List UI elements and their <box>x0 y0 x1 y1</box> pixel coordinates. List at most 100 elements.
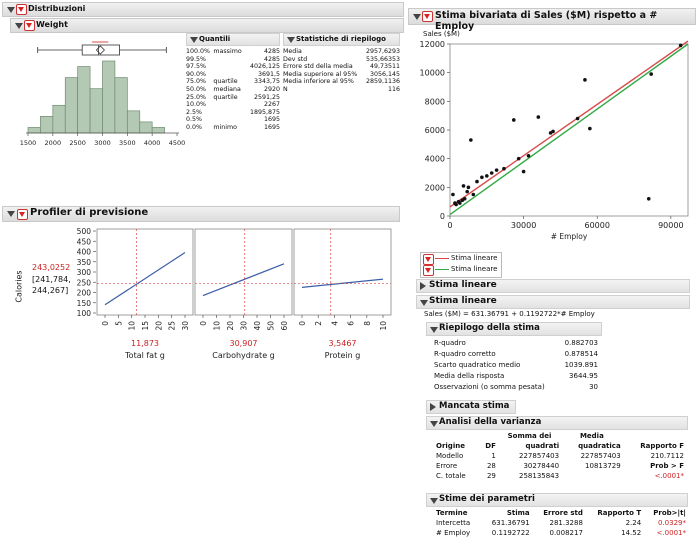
data-point <box>588 126 592 131</box>
profiler-panel <box>194 228 293 316</box>
quantile-row: 10.0% 2267 <box>186 101 280 109</box>
y-tick-label: 450 <box>77 237 92 246</box>
quantile-pct: 25.0% <box>186 93 207 101</box>
summary-row: Errore std della media 49,73511 <box>283 63 400 71</box>
fit-summary-row: Media della risposta 3644.95 <box>434 371 598 382</box>
weight-title: Weight <box>36 20 68 29</box>
expand-icon[interactable] <box>420 282 426 290</box>
quantile-row: 50.0% mediana 2920 <box>186 86 280 94</box>
fit-summary-header[interactable]: Riepilogo della stima <box>426 322 602 336</box>
data-point <box>502 166 506 171</box>
anova-cell: <.0001* <box>654 472 684 480</box>
collapse-icon[interactable] <box>430 327 438 333</box>
legend-item-green[interactable]: Stima lineare <box>421 264 501 276</box>
y-tick-label: 250 <box>77 278 92 287</box>
x-tick-label: 20 <box>154 321 163 331</box>
fit-legend: Stima lineare Stima lineare <box>420 252 502 278</box>
params-header[interactable]: Stime dei parametri <box>426 493 688 507</box>
data-point <box>511 118 516 122</box>
fit-title-2: Stima lineare <box>429 296 497 306</box>
quantiles-title: Quantili <box>199 35 231 43</box>
collapse-icon[interactable] <box>287 37 295 43</box>
collapse-icon[interactable] <box>7 211 15 217</box>
anova-row: Errore 28 30278440 10813729 Prob > F <box>434 461 686 471</box>
histogram-bar <box>89 88 103 134</box>
green-line-swatch <box>435 269 449 270</box>
weight-header: Weight <box>10 18 404 33</box>
profiler-y-ci: [241,784, <box>32 275 71 284</box>
params-cell: Intercetta <box>436 519 471 527</box>
fit-line <box>449 43 689 216</box>
axis-tick-label: 3000 <box>94 139 111 147</box>
anova-cell: 29 <box>486 472 496 480</box>
summary-value: 116 <box>387 85 400 93</box>
axis-tick-label: 2000 <box>45 139 62 147</box>
quantile-value: 1695 <box>263 116 280 124</box>
anova-col-header: quadrati <box>525 442 560 450</box>
fit-section-collapsed[interactable]: Stima lineare <box>416 279 690 293</box>
anova-cell: 227857403 <box>580 452 621 460</box>
red-triangle-menu-icon[interactable] <box>24 20 35 31</box>
red-triangle-menu-icon[interactable] <box>423 265 434 276</box>
legend-item-red[interactable]: Stima lineare <box>421 253 501 265</box>
fit-summary-key: Scarto quadratico medio <box>434 361 521 369</box>
red-triangle-menu-icon[interactable] <box>423 254 434 265</box>
anova-col-header <box>479 431 498 441</box>
anova-cell: Prob > F <box>650 462 684 470</box>
y-tick-label: 0 <box>440 212 445 221</box>
quantile-pct: 90.0% <box>186 70 207 78</box>
quantile-name: quartile <box>213 78 238 86</box>
profiler-trace <box>301 278 384 288</box>
expand-icon[interactable] <box>430 403 436 411</box>
y-tick-label: 350 <box>77 258 92 267</box>
quantile-pct: 10.0% <box>186 101 207 109</box>
params-cell: 0.1192722 <box>491 529 530 537</box>
summary-row: N 116 <box>283 86 400 94</box>
collapse-icon[interactable] <box>7 7 15 13</box>
anova-cell: Modello <box>436 452 464 460</box>
fit-summary-row: Osservazioni (o somma pesata) 30 <box>434 382 598 393</box>
collapse-icon[interactable] <box>413 14 421 20</box>
quantile-row: 25.0% quartile 2591,25 <box>186 94 280 102</box>
red-triangle-menu-icon[interactable] <box>17 209 28 220</box>
histogram-bar <box>52 104 66 134</box>
collapse-icon[interactable] <box>15 23 23 29</box>
quantiles-panel: Quantili 100.0% massimo 4285 99.5% 4285 97.5%… <box>186 33 280 132</box>
distribution-header: Distribuzioni <box>2 2 404 17</box>
quantile-name <box>213 71 245 79</box>
histogram-bar <box>77 66 91 134</box>
legend-label: Stima lineare <box>451 265 498 273</box>
quantile-row: 0.0% minimo 1695 <box>186 124 280 132</box>
y-tick-label: 8000 <box>425 97 445 106</box>
histogram-bar <box>40 116 54 134</box>
collapse-icon[interactable] <box>430 421 438 427</box>
fit-summary-key: Media della risposta <box>434 372 505 380</box>
red-triangle-menu-icon[interactable] <box>422 11 433 22</box>
collapse-icon[interactable] <box>430 498 438 504</box>
summary-key: Media superiore al 95% <box>283 70 358 78</box>
x-tick-label: 0 <box>199 321 208 326</box>
anova-header[interactable]: Analisi della varianza <box>426 416 688 430</box>
params-col-header: Errore std <box>543 509 583 517</box>
anova-cell: Errore <box>436 462 458 470</box>
anova-col-header: Somma dei <box>507 432 552 440</box>
fit-summary-value: 0.882703 <box>564 339 598 347</box>
data-point <box>465 189 469 194</box>
x-tick-label: 90000 <box>658 221 683 230</box>
fit-section-expanded[interactable]: Stima lineare <box>416 295 690 309</box>
anova-col-header: Origine <box>436 442 465 450</box>
summary-value: 3056,145 <box>369 70 400 78</box>
quantile-pct: 75.0% <box>186 78 207 86</box>
quantile-value: 2920 <box>263 85 280 93</box>
anova-cell: 10813729 <box>585 462 621 470</box>
box-iqr <box>81 44 120 56</box>
lack-of-fit-header[interactable]: Mancata stima <box>426 400 516 414</box>
collapse-icon[interactable] <box>190 37 198 43</box>
quantile-pct: 2.5% <box>186 108 202 116</box>
quantile-row: 97.5% 4026,125 <box>186 63 280 71</box>
red-triangle-menu-icon[interactable] <box>16 4 27 15</box>
collapse-icon[interactable] <box>420 300 428 306</box>
histogram-bar <box>151 127 165 134</box>
quantile-name <box>213 109 245 117</box>
profiler-title: Profiler di previsione <box>30 207 149 218</box>
